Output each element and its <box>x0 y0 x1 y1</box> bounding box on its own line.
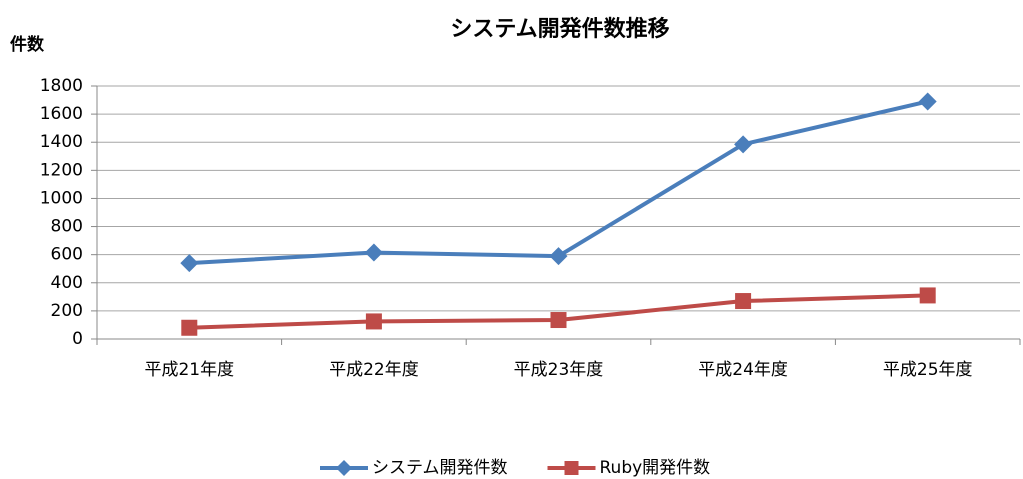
marker <box>364 243 383 262</box>
line <box>189 99 929 266</box>
marker <box>918 92 937 111</box>
x-tick-label: 平成22年度 <box>329 360 419 380</box>
y-tick-label: 1600 <box>40 104 83 124</box>
y-tick-label: 400 <box>51 273 83 293</box>
y-tick-label: 1800 <box>40 76 83 96</box>
y-axis-label: 件数 <box>10 34 45 55</box>
y-tick-label: 600 <box>51 245 83 265</box>
y-tick-label: 200 <box>51 301 83 321</box>
marker <box>564 461 579 475</box>
y-tick-label: 1000 <box>40 188 83 208</box>
chart-title: システム開発件数推移 <box>450 16 669 42</box>
marker <box>735 293 752 310</box>
marker <box>181 319 198 336</box>
x-tick-label: 平成21年度 <box>144 360 234 380</box>
marker <box>919 287 936 304</box>
marker <box>336 460 352 476</box>
y-tick-label: 1400 <box>40 132 83 152</box>
legend-label: Ruby開発件数 <box>600 458 711 478</box>
x-tick-label: 平成23年度 <box>514 360 604 380</box>
x-tick-label: 平成24年度 <box>698 360 788 380</box>
marker <box>180 254 199 273</box>
legend-label: システム開発件数 <box>372 458 508 478</box>
marker <box>550 312 567 329</box>
marker <box>734 135 753 154</box>
y-tick-label: 1200 <box>40 160 83 180</box>
marker <box>365 313 382 330</box>
y-tick-label: 800 <box>51 217 83 237</box>
y-tick-label: 0 <box>72 329 83 349</box>
x-tick-label: 平成25年度 <box>883 360 973 380</box>
marker <box>549 247 568 266</box>
